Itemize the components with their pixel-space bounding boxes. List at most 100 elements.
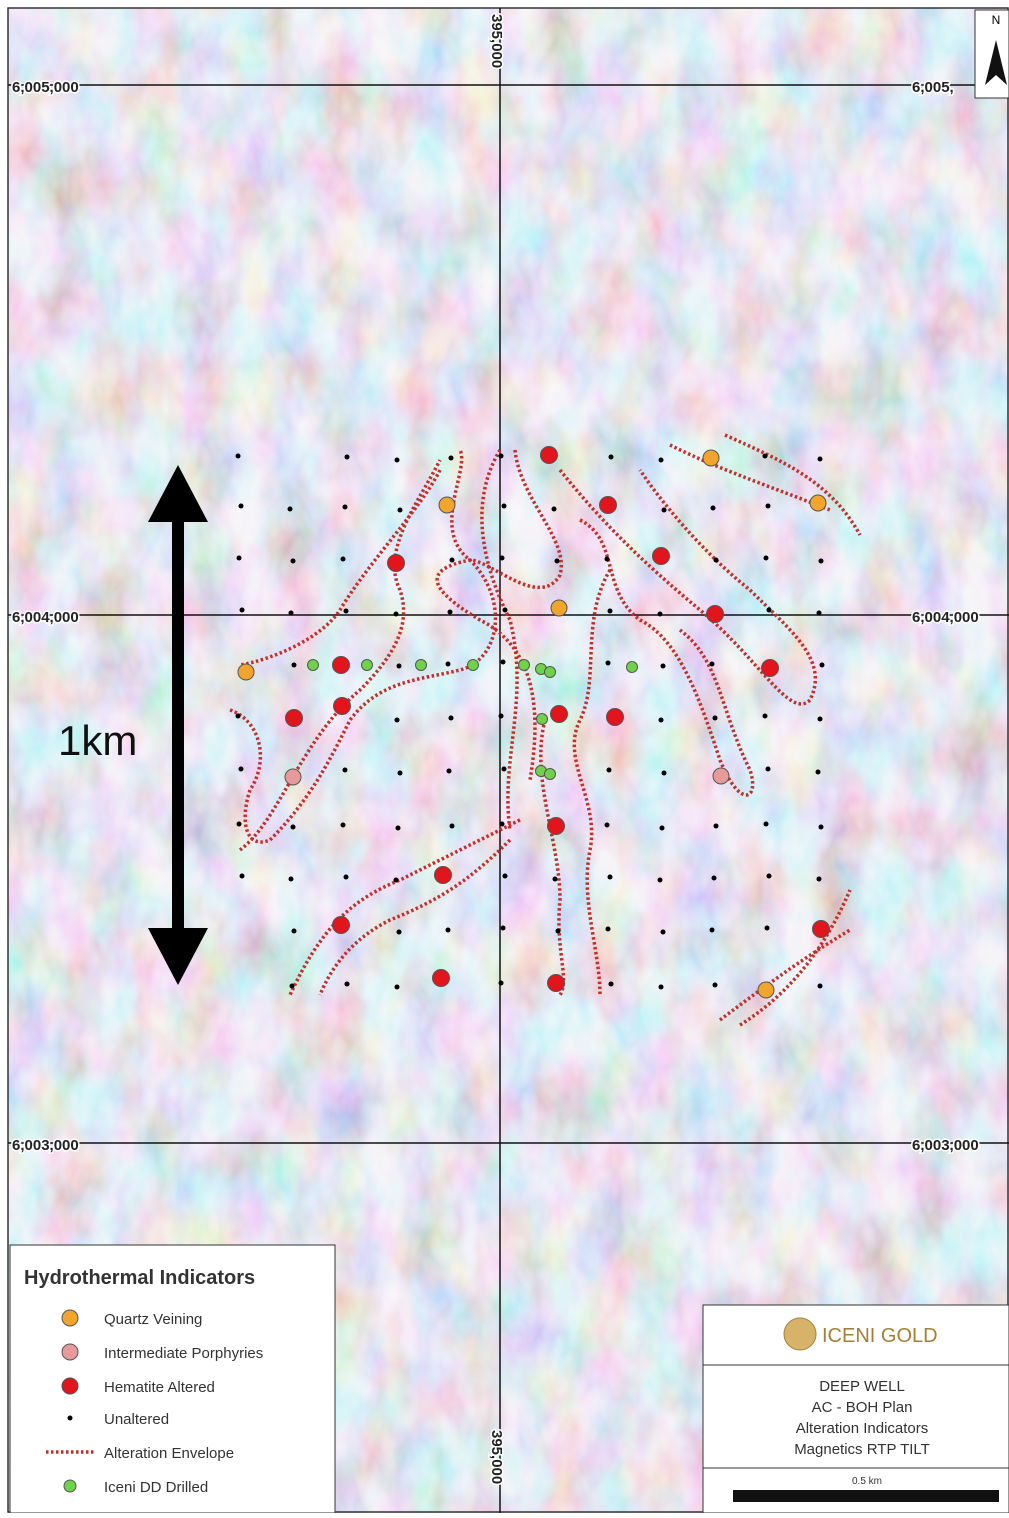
- legend-item: Quartz Veining: [104, 1311, 202, 1328]
- unaltered-hole: [288, 876, 294, 882]
- unaltered-hole: [661, 507, 667, 513]
- legend-symbol: [61, 1309, 79, 1327]
- hematite-altered: [540, 446, 558, 464]
- unaltered-hole: [396, 663, 402, 669]
- unaltered-hole: [343, 608, 349, 614]
- unaltered-hole: [819, 662, 825, 668]
- alteration-envelopes: [229, 433, 862, 1027]
- unaltered-hole: [818, 824, 824, 830]
- unaltered-hole: [817, 716, 823, 722]
- unaltered-hole: [498, 453, 504, 459]
- unaltered-hole: [396, 929, 402, 935]
- unaltered-hole: [291, 928, 297, 934]
- unaltered-hole: [765, 766, 771, 772]
- scale-bar-label: 0.5 km: [852, 1476, 882, 1487]
- hematite-altered: [652, 547, 670, 565]
- unaltered-hole: [710, 505, 716, 511]
- unaltered-hole: [817, 456, 823, 462]
- iceni-dd-hole: [307, 659, 319, 671]
- quartz-veining: [438, 496, 456, 514]
- unaltered-hole: [604, 822, 610, 828]
- unaltered-hole: [713, 557, 719, 563]
- north-arrow-shape: [985, 40, 1007, 85]
- unaltered-hole: [711, 875, 717, 881]
- hematite-altered: [434, 866, 452, 884]
- unaltered-hole: [448, 455, 454, 461]
- hematite-altered: [550, 705, 568, 723]
- north-arrow: N: [974, 9, 1009, 99]
- unaltered-hole: [816, 876, 822, 882]
- unaltered-hole: [446, 768, 452, 774]
- unaltered-hole: [287, 506, 293, 512]
- legend-item: Hematite Altered: [104, 1379, 215, 1396]
- unaltered-hole: [604, 556, 610, 562]
- unaltered-hole: [449, 823, 455, 829]
- unaltered-hole: [766, 873, 772, 879]
- unaltered-hole: [344, 981, 350, 987]
- unaltered-hole: [554, 558, 560, 564]
- unaltered-hole: [661, 770, 667, 776]
- northing-label: 6,003,000: [912, 1137, 979, 1154]
- unaltered-hole: [502, 607, 508, 613]
- unaltered-hole: [291, 662, 297, 668]
- unaltered-hole: [340, 822, 346, 828]
- northing-label: 6,005,: [912, 79, 954, 96]
- hematite-altered: [599, 496, 617, 514]
- northing-label: 6,004,000: [12, 609, 79, 626]
- legend-item: Alteration Envelope: [104, 1445, 234, 1462]
- hematite-altered: [547, 974, 565, 992]
- unaltered-hole: [238, 766, 244, 772]
- legend-symbol: [67, 1415, 73, 1421]
- unaltered-hole: [394, 457, 400, 463]
- hematite-altered: [333, 697, 351, 715]
- legend-symbol: [63, 1479, 77, 1493]
- company-name: ICENI GOLD: [822, 1325, 938, 1347]
- intermediate-porphyry: [712, 767, 730, 785]
- unaltered-hole: [395, 825, 401, 831]
- unaltered-hole: [815, 769, 821, 775]
- hematite-altered: [606, 708, 624, 726]
- unaltered-hole: [290, 558, 296, 564]
- unaltered-hole: [236, 555, 242, 561]
- hematite-altered: [547, 817, 565, 835]
- unaltered-hole: [340, 556, 346, 562]
- unaltered-hole: [238, 503, 244, 509]
- unaltered-hole: [659, 825, 665, 831]
- unaltered-hole: [709, 661, 715, 667]
- unaltered-hole: [239, 607, 245, 613]
- north-label: N: [992, 13, 1001, 27]
- unaltered-hole: [712, 982, 718, 988]
- easting-label: 395,000: [488, 1430, 505, 1484]
- unaltered-hole: [762, 453, 768, 459]
- quartz-veining: [550, 599, 568, 617]
- hematite-altered: [432, 969, 450, 987]
- quartz-veining: [237, 663, 255, 681]
- legend-item: Iceni DD Drilled: [104, 1479, 208, 1496]
- title-line: Alteration Indicators: [796, 1420, 929, 1437]
- iceni-dd-hole: [415, 659, 427, 671]
- unaltered-hole: [501, 503, 507, 509]
- unaltered-hole: [449, 557, 455, 563]
- unaltered-hole: [501, 766, 507, 772]
- hematite-altered: [706, 605, 724, 623]
- unaltered-hole: [657, 877, 663, 883]
- unaltered-hole: [713, 823, 719, 829]
- company-logo: [783, 1317, 817, 1351]
- quartz-veining: [757, 981, 775, 999]
- unaltered-hole: [289, 983, 295, 989]
- scale-arrow-label: 1km: [58, 717, 137, 764]
- hematite-altered: [332, 916, 350, 934]
- unaltered-hole: [766, 607, 772, 613]
- legend-item: Unaltered: [104, 1411, 169, 1428]
- legend: Hydrothermal Indicators Quartz Veining I…: [9, 1244, 336, 1514]
- unaltered-hole: [394, 984, 400, 990]
- unaltered-hole: [658, 457, 664, 463]
- unaltered-hole: [660, 663, 666, 669]
- unaltered-hole: [236, 821, 242, 827]
- legend-symbol: [61, 1343, 79, 1361]
- intermediate-porphyry: [284, 768, 302, 786]
- title-block: ICENI GOLD DEEP WELL AC - BOH Plan Alter…: [702, 1304, 1009, 1514]
- map-frame: [7, 7, 1009, 1513]
- title-line: DEEP WELL: [819, 1378, 905, 1395]
